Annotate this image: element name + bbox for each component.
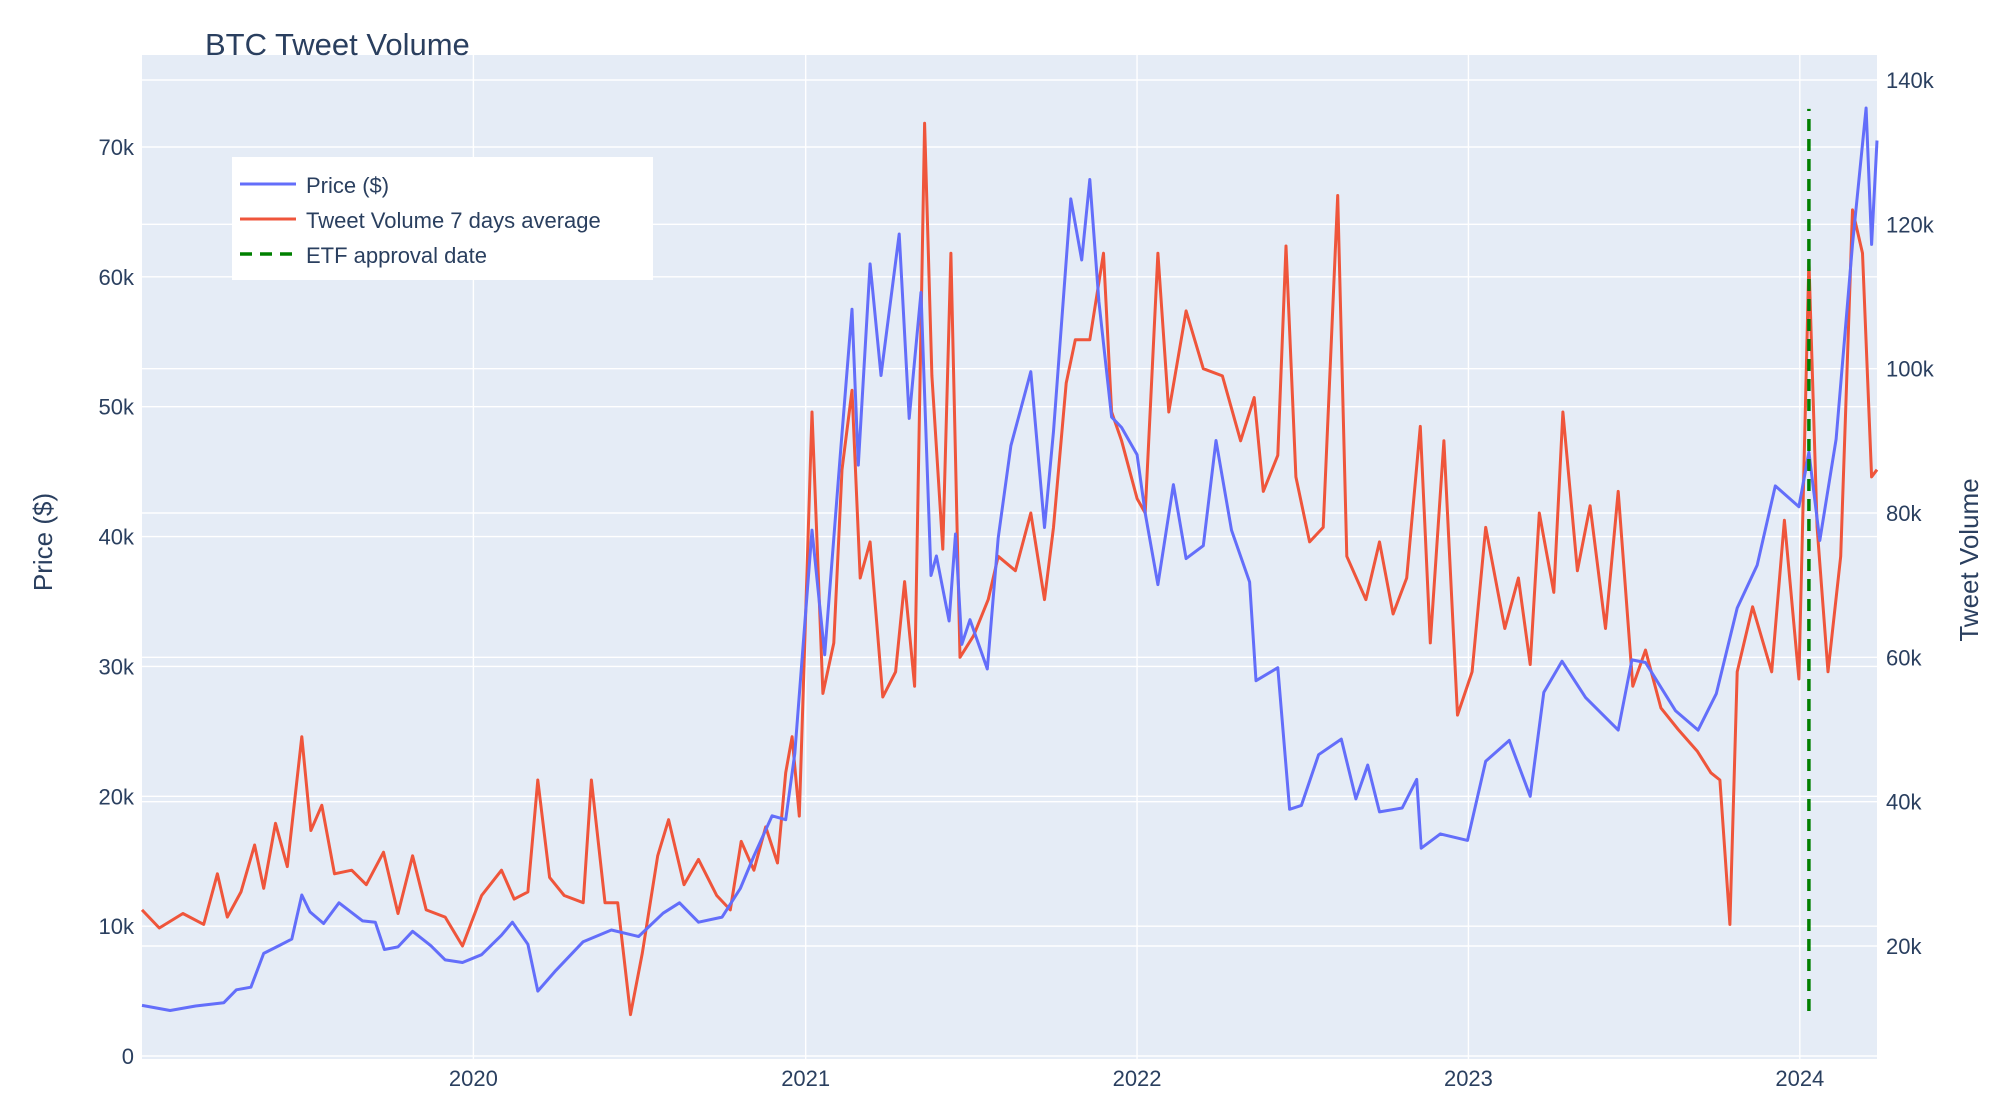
- price-series-line: [141, 106, 1879, 1012]
- legend-label-tweets: Tweet Volume 7 days average: [306, 208, 601, 233]
- y-axis-title: Price ($): [28, 493, 58, 591]
- x-tick-label: 2023: [1444, 1066, 1493, 1091]
- x-tick-label: 2024: [1775, 1066, 1824, 1091]
- y-tick-label: 30k: [99, 654, 135, 679]
- legend: Price ($) Tweet Volume 7 days average ET…: [232, 157, 653, 280]
- x-tick-label: 2020: [449, 1066, 498, 1091]
- legend-box: [232, 157, 653, 280]
- y-tick-label: 0: [122, 1044, 134, 1069]
- legend-label-etf: ETF approval date: [306, 243, 487, 268]
- y2-tick-label: 40k: [1886, 790, 1922, 815]
- y2-tick-label: 20k: [1886, 934, 1922, 959]
- y-tick-label: 60k: [99, 265, 135, 290]
- axis-labels: 0 10k 20k 30k 40k 50k 60k 70k 20k 40k 60k 80k 100k 12…: [99, 68, 1935, 1091]
- x-tick-label: 2021: [781, 1066, 830, 1091]
- y2-tick-label: 140k: [1886, 68, 1935, 93]
- y-tick-label: 70k: [99, 135, 135, 160]
- y2-tick-label: 100k: [1886, 357, 1935, 382]
- y2-tick-label: 120k: [1886, 212, 1935, 237]
- legend-label-price: Price ($): [306, 173, 389, 198]
- y-tick-label: 40k: [99, 525, 135, 550]
- y-tick-label: 10k: [99, 914, 135, 939]
- tweet-volume-series-line: [140, 121, 1879, 1017]
- y2-tick-label: 60k: [1886, 645, 1922, 670]
- series-layer: [140, 106, 1879, 1017]
- y-tick-label: 50k: [99, 395, 135, 420]
- x-tick-label: 2022: [1113, 1066, 1162, 1091]
- y-tick-label: 20k: [99, 784, 135, 809]
- y2-tick-label: 80k: [1886, 501, 1922, 526]
- chart-title: BTC Tweet Volume: [205, 27, 470, 62]
- y2-axis-title: Tweet Volume: [1954, 478, 1984, 641]
